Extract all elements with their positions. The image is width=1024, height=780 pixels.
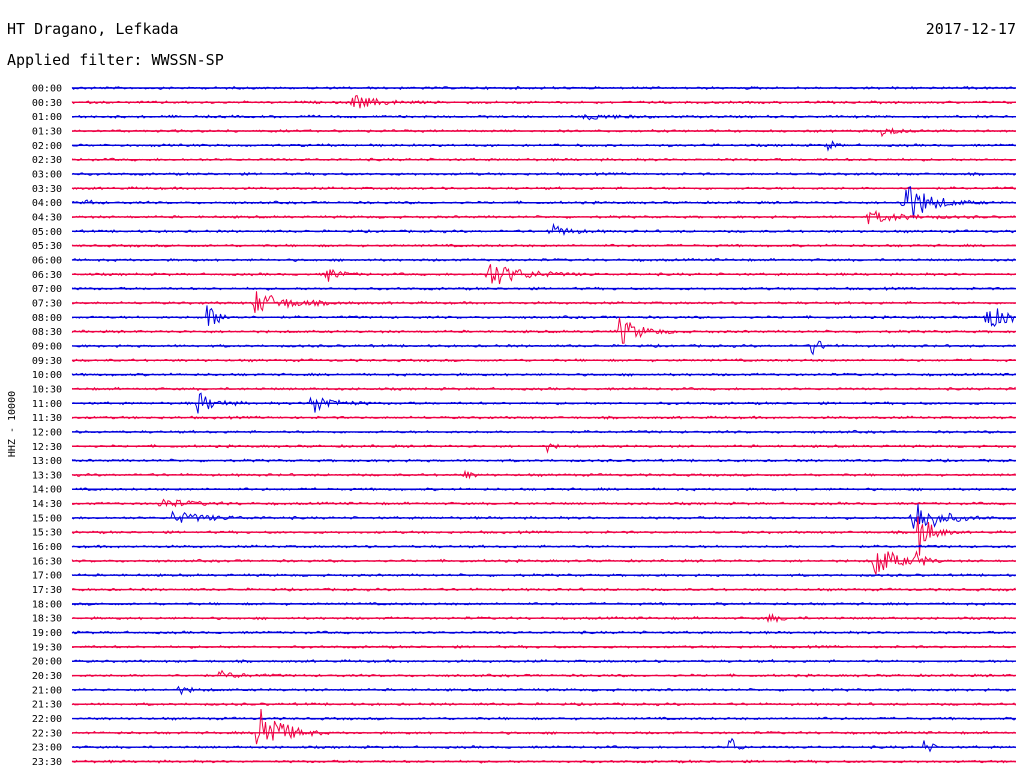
- row-time-label: 09:00: [32, 341, 62, 352]
- row-time-label: 23:30: [32, 757, 62, 768]
- row-time-label: 18:00: [32, 599, 62, 610]
- row-time-label: 12:00: [32, 427, 62, 438]
- row-time-label: 17:00: [32, 571, 62, 582]
- row-time-label: 10:00: [32, 370, 62, 381]
- row-time-label: 14:30: [32, 499, 62, 510]
- row-time-label: 05:30: [32, 241, 62, 252]
- row-time-label: 09:30: [32, 356, 62, 367]
- trace-row: [71, 305, 1016, 328]
- record-date: 2017-12-17: [925, 20, 1016, 38]
- row-time-label: 11:00: [32, 399, 62, 410]
- row-time-label: 18:30: [32, 614, 62, 625]
- seismogram-traces: [71, 85, 1016, 764]
- row-time-label: 19:00: [32, 628, 62, 639]
- trace-row: [71, 737, 1016, 753]
- row-time-label: 01:00: [32, 112, 62, 123]
- seismogram-header: HT Dragano, Lefkada 2017-12-17 Applied f…: [0, 0, 1024, 80]
- row-time-label: 10:30: [32, 384, 62, 395]
- row-time-label: 05:00: [32, 227, 62, 238]
- row-time-label: 17:30: [32, 585, 62, 596]
- trace-row: [72, 291, 1016, 313]
- row-time-label: 13:00: [32, 456, 62, 467]
- row-time-label: 06:30: [32, 270, 62, 281]
- trace-row: [71, 317, 1016, 344]
- row-time-label: 21:00: [32, 685, 62, 696]
- row-time-label: 19:30: [32, 642, 62, 653]
- row-time-label: 08:30: [32, 327, 62, 338]
- row-time-label: 11:30: [32, 413, 62, 424]
- channel-label: HHZ - 10000: [7, 391, 18, 457]
- row-time-label: 03:00: [32, 169, 62, 180]
- row-time-label: 14:00: [32, 485, 62, 496]
- row-time-label: 12:30: [32, 442, 62, 453]
- row-time-label: 02:00: [32, 141, 62, 152]
- row-time-label: 20:30: [32, 671, 62, 682]
- row-time-label: 08:00: [32, 313, 62, 324]
- row-time-label: 00:00: [32, 84, 62, 95]
- row-time-label: 15:00: [32, 513, 62, 524]
- row-time-label: 01:30: [32, 126, 62, 137]
- trace-row: [71, 669, 1016, 679]
- trace-row: [71, 503, 1016, 529]
- row-time-label: 15:30: [32, 528, 62, 539]
- row-time-label: 23:00: [32, 743, 62, 754]
- trace-row: [71, 498, 1016, 508]
- trace-row: [71, 340, 1016, 356]
- row-time-label: 22:30: [32, 728, 62, 739]
- row-time-label: 07:30: [32, 298, 62, 309]
- trace-row: [71, 516, 1016, 556]
- row-time-label: 20:00: [32, 657, 62, 668]
- row-time-label: 21:30: [32, 700, 62, 711]
- row-time-label: 03:30: [32, 184, 62, 195]
- row-time-label: 16:30: [32, 556, 62, 567]
- station-title: HT Dragano, Lefkada: [7, 20, 179, 38]
- trace-row: [71, 550, 1016, 575]
- trace-row: [72, 222, 1016, 236]
- row-time-label: 16:00: [32, 542, 62, 553]
- row-time-label: 04:30: [32, 212, 62, 223]
- row-time-label: 13:30: [32, 470, 62, 481]
- filter-label: Applied filter: WWSSN-SP: [7, 51, 224, 69]
- trace-row: [71, 708, 1016, 745]
- row-time-label: 07:00: [32, 284, 62, 295]
- trace-row: [71, 443, 1016, 454]
- row-time-label: 06:00: [32, 255, 62, 266]
- trace-row: [71, 127, 1016, 138]
- trace-row: [71, 209, 1016, 225]
- row-time-labels: 00:00 00:30 01:00 01:30 02:00 02:30 03:00 03:30…: [32, 84, 62, 769]
- row-time-label: 22:00: [32, 714, 62, 725]
- row-time-label: 04:00: [32, 198, 62, 209]
- row-time-label: 02:30: [32, 155, 62, 166]
- row-time-label: 00:30: [32, 98, 62, 109]
